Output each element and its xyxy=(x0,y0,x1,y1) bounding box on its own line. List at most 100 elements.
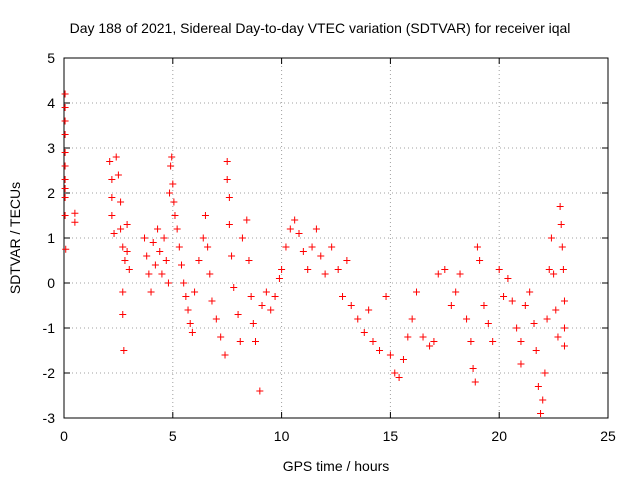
data-point xyxy=(166,189,174,197)
data-point xyxy=(484,320,492,327)
data-point xyxy=(120,347,128,354)
data-point xyxy=(426,342,434,350)
data-point xyxy=(545,266,553,273)
data-point xyxy=(408,315,416,323)
data-point xyxy=(117,225,125,233)
data-point xyxy=(230,284,238,291)
data-point xyxy=(386,351,394,359)
data-point xyxy=(282,243,290,251)
data-point xyxy=(173,225,181,233)
data-point xyxy=(382,293,390,300)
data-point xyxy=(441,266,449,273)
data-point xyxy=(559,266,567,273)
data-point xyxy=(204,243,212,251)
data-point xyxy=(195,257,203,264)
tick-layer: 0 5 10 15 20 25 -3 -2 -1 0 1 2 3 4 5 xyxy=(43,50,616,444)
data-point xyxy=(452,288,460,296)
chart-title: Day 188 of 2021, Sidereal Day-to-day VTE… xyxy=(70,20,571,36)
data-point xyxy=(258,302,266,309)
data-point xyxy=(108,212,116,219)
data-point xyxy=(360,329,368,336)
data-point xyxy=(404,333,412,341)
data-point xyxy=(343,257,351,264)
x-tick-label: 20 xyxy=(491,428,507,444)
data-point xyxy=(225,221,233,228)
data-point xyxy=(61,149,69,156)
data-point xyxy=(168,153,176,161)
data-point xyxy=(119,311,127,318)
data-point xyxy=(71,209,79,217)
data-point xyxy=(467,338,475,345)
grid-layer xyxy=(64,58,608,418)
data-point xyxy=(61,176,69,183)
data-point xyxy=(291,216,299,224)
y-tick-label: 4 xyxy=(47,95,55,111)
data-point xyxy=(123,248,131,255)
data-point xyxy=(286,225,294,233)
data-point xyxy=(456,270,464,278)
y-tick-label: -2 xyxy=(43,365,56,381)
y-tick-label: 1 xyxy=(47,230,55,246)
y-tick-label: 5 xyxy=(47,50,55,66)
y-tick-label: -1 xyxy=(43,320,56,336)
x-tick-label: 15 xyxy=(383,428,399,444)
data-point xyxy=(275,275,283,282)
data-point xyxy=(147,288,155,296)
x-tick-label: 5 xyxy=(169,428,177,444)
data-point xyxy=(234,311,242,318)
data-point xyxy=(121,257,129,264)
data-point xyxy=(369,338,377,345)
data-point xyxy=(108,176,116,183)
data-point xyxy=(500,293,508,300)
data-point xyxy=(513,324,521,332)
data-point xyxy=(399,356,407,363)
data-point xyxy=(526,288,534,296)
data-point xyxy=(354,315,362,323)
data-point xyxy=(228,252,236,260)
data-point xyxy=(178,261,186,269)
data-point xyxy=(557,221,565,228)
data-point xyxy=(62,245,70,253)
data-point xyxy=(480,302,488,309)
data-point xyxy=(249,320,257,327)
data-point xyxy=(61,131,69,138)
x-tick-label: 25 xyxy=(600,428,616,444)
data-point xyxy=(550,270,558,278)
data-point xyxy=(61,212,69,219)
data-point xyxy=(328,243,336,251)
data-point xyxy=(188,329,196,336)
data-point xyxy=(530,320,538,327)
data-point xyxy=(317,252,325,260)
data-point xyxy=(556,203,564,210)
data-point xyxy=(476,257,484,264)
x-tick-label: 0 xyxy=(60,428,68,444)
data-point xyxy=(208,297,216,305)
data-point xyxy=(201,212,209,219)
data-point xyxy=(532,347,540,354)
data-point xyxy=(117,198,125,206)
data-point xyxy=(123,221,131,228)
data-point xyxy=(141,234,149,242)
data-point xyxy=(180,279,188,287)
data-point xyxy=(223,176,231,183)
data-point xyxy=(61,90,69,98)
data-point xyxy=(430,338,438,345)
data-point xyxy=(156,248,164,255)
data-point xyxy=(521,302,529,309)
data-point xyxy=(312,225,320,233)
data-point xyxy=(125,266,133,273)
data-point xyxy=(537,410,545,417)
data-point xyxy=(434,270,442,278)
data-point xyxy=(160,234,168,242)
data-point xyxy=(243,216,251,224)
data-point xyxy=(167,162,175,170)
data-point xyxy=(206,270,214,278)
data-point xyxy=(251,338,259,345)
data-point xyxy=(554,333,562,341)
data-point xyxy=(212,315,220,323)
data-point xyxy=(295,230,303,237)
data-point xyxy=(543,315,551,323)
data-point xyxy=(552,306,560,314)
data-point xyxy=(539,396,547,404)
